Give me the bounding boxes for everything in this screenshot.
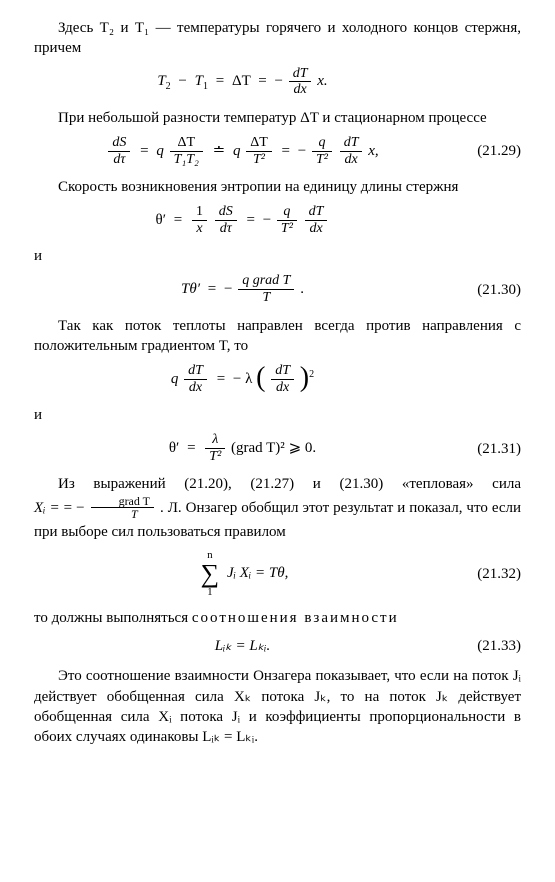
paragraph-reciprocity: то должны выполняться соотношения взаимн… [34, 608, 521, 628]
text-run: то должны выполняться [34, 610, 192, 626]
frac-den: dx [276, 380, 289, 395]
paragraph-conclusion: Это соотношение взаимности Онзагера пока… [34, 666, 521, 747]
frac-num: dT [309, 204, 324, 219]
sym-T-theta: Tθ′ [181, 281, 200, 297]
eq-number: (21.30) [451, 280, 521, 300]
equation-21-31: θ′ = λT² (grad T)² ⩾ 0. (21.31) [34, 433, 521, 464]
frac-den: T₁T₂ [174, 152, 199, 167]
sym-T: T [157, 73, 165, 89]
equation-21-29: dSdτ = q ΔTT₁T₂ ≐ q ΔTT² = − qT² dTdx x,… [34, 136, 521, 167]
frac-den: T [262, 290, 270, 305]
frac-den: T [131, 507, 138, 521]
sym-JiXi: Jᵢ Xᵢ = Tθ, [227, 565, 288, 581]
frac-num: 1 [192, 205, 207, 221]
paragraph-heatflow: Так как поток теплоты направлен всегда п… [34, 316, 521, 357]
frac-den: dx [293, 82, 306, 97]
sigma-icon: n ∑ 1 [201, 550, 220, 598]
frac-num: ΔT [170, 136, 203, 152]
sym-q: q [233, 143, 241, 159]
sym-theta-prime: θ′ [169, 440, 179, 456]
paragraph-intro: Здесь T₂ и T₁ — температуры горячего и х… [34, 18, 521, 59]
equation-theta-prime: θ′ = 1x dSdτ = − qT² dTdx [34, 205, 521, 236]
frac-num: dT [293, 66, 308, 81]
eq-number: (21.32) [451, 564, 521, 584]
frac-den: T² [253, 152, 265, 167]
frac-num: ΔT [246, 136, 272, 152]
frac-den: dτ [220, 221, 232, 236]
frac-num: dS [112, 135, 126, 150]
frac-num: q [318, 135, 325, 150]
frac-num: λ [212, 432, 218, 447]
frac-den: dx [309, 221, 322, 236]
frac-den: T² [281, 221, 293, 236]
frac-den: T² [209, 449, 221, 464]
text-run: Из выражений (21.20), (21.27) и (21.30) … [58, 476, 521, 492]
sym-Xi: Xᵢ = [34, 500, 60, 516]
frac-num: dT [188, 363, 203, 378]
frac-den: x [196, 221, 202, 236]
sym-T: T [195, 73, 203, 89]
frac-den: dx [189, 380, 202, 395]
frac-num: q grad T [242, 273, 290, 288]
sym-Lik: Lᵢₖ = Lₖᵢ. [215, 638, 271, 654]
frac-num: dT [275, 363, 290, 378]
eq-number: (21.29) [451, 141, 521, 161]
sym-ge0: ⩾ 0. [289, 440, 317, 456]
sym-deltaT: ΔT [232, 73, 251, 89]
text-spaced: соотношения взаимности [192, 610, 399, 626]
sub-2: 2 [166, 81, 171, 92]
sub-1: 1 [203, 81, 208, 92]
eq-number: (21.33) [451, 636, 521, 656]
frac-num: dS [219, 204, 233, 219]
sym-q: q [156, 143, 164, 159]
sym-gradT-sq: (grad T)² [231, 440, 285, 456]
sigma-bot: 1 [201, 587, 220, 598]
equation-21-30: Tθ′ = − q grad TT . (21.30) [34, 274, 521, 305]
paragraph-smallDT: При небольшой разности температур ΔT и с… [34, 108, 521, 128]
frac-den: dx [344, 152, 357, 167]
sym-q: q [171, 371, 179, 387]
frac-den: T² [316, 152, 328, 167]
eq-number: (21.31) [451, 439, 521, 459]
sym-theta-prime: θ′ [156, 212, 166, 228]
frac-den: dτ [113, 152, 125, 167]
text-and-1: и [34, 246, 521, 266]
sym-eq-minus: = − [64, 500, 85, 516]
frac-num: dT [344, 135, 359, 150]
paragraph-onsager: Из выражений (21.20), (21.27) и (21.30) … [34, 474, 521, 541]
equation-21-32: n ∑ 1 Jᵢ Xᵢ = Tθ, (21.32) [34, 550, 521, 598]
equation-deltaT: T2 − T1 = ΔT = − dTdx x. [34, 67, 521, 98]
text-and-2: и [34, 405, 521, 425]
frac-num: grad T [91, 495, 154, 509]
paragraph-entropy-rate: Скорость возникновения энтропии на едини… [34, 177, 521, 197]
equation-21-33: Lᵢₖ = Lₖᵢ. (21.33) [34, 636, 521, 656]
frac-num: q [283, 204, 290, 219]
equation-q-dtdx: q dTdx = − λ ( dTdx )2 [34, 364, 521, 395]
